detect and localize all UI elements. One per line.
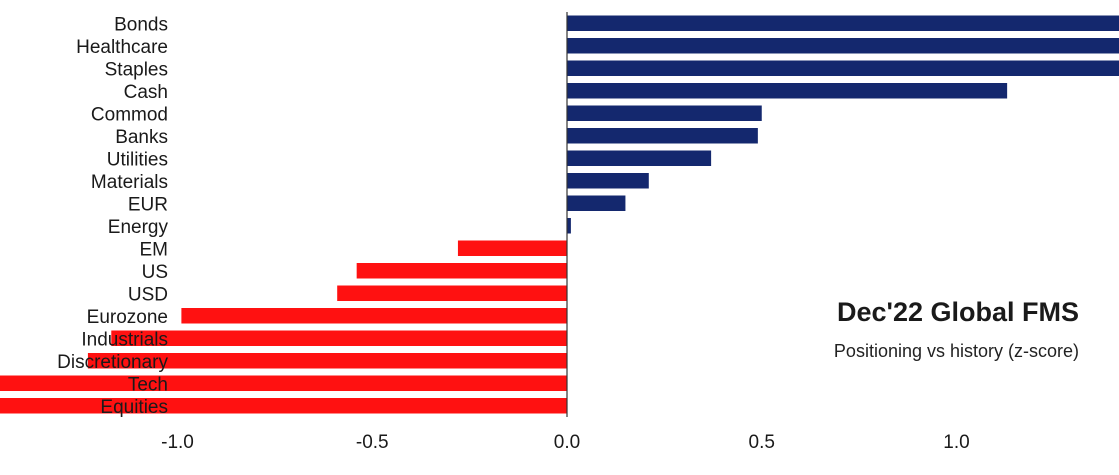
category-label-industrials: Industrials xyxy=(81,329,168,350)
category-label-usd: USD xyxy=(128,284,168,305)
category-label-commod: Commod xyxy=(91,104,168,125)
category-label-healthcare: Healthcare xyxy=(76,37,168,58)
x-tick-label: 0.5 xyxy=(749,432,775,453)
category-label-discretionary: Discretionary xyxy=(57,352,168,373)
category-label-eur: EUR xyxy=(128,194,168,215)
bar-eurozone xyxy=(181,308,567,324)
bar-tech xyxy=(0,375,568,391)
x-tick-label: 1.0 xyxy=(943,432,969,453)
bars-group xyxy=(0,15,1119,414)
category-label-tech: Tech xyxy=(128,374,168,395)
category-label-eurozone: Eurozone xyxy=(87,307,168,328)
bar-usd xyxy=(337,285,567,301)
category-label-bonds: Bonds xyxy=(114,14,168,35)
category-label-us: US xyxy=(142,262,168,283)
category-label-cash: Cash xyxy=(124,82,168,103)
x-tick-label: -0.5 xyxy=(356,432,389,453)
bar-materials xyxy=(567,173,649,189)
bar-staples xyxy=(567,60,1119,76)
bar-discretionary xyxy=(87,353,567,369)
bar-commod xyxy=(567,105,762,121)
bar-bonds xyxy=(567,15,1119,31)
bar-cash xyxy=(567,83,1008,99)
category-label-banks: Banks xyxy=(115,127,168,148)
bar-utilities xyxy=(567,150,712,166)
chart-title: Dec'22 Global FMS xyxy=(837,297,1079,327)
chart-subtitle: Positioning vs history (z-score) xyxy=(833,341,1079,361)
x-tick-label: 0.0 xyxy=(554,432,580,453)
bar-energy xyxy=(567,218,571,234)
bar-industrials xyxy=(111,330,567,346)
bar-banks xyxy=(567,128,758,144)
category-label-staples: Staples xyxy=(105,59,168,80)
bar-equities xyxy=(0,398,568,414)
x-tick-labels: -2.0-1.5-1.0-0.50.00.51.01.52.02.5 xyxy=(161,432,970,453)
category-label-utilities: Utilities xyxy=(107,149,168,170)
bar-us xyxy=(356,263,567,279)
x-tick-label: -1.0 xyxy=(161,432,194,453)
category-labels: BondsHealthcareStaplesCashCommodBanksUti… xyxy=(57,14,168,418)
category-label-em: EM xyxy=(140,239,169,260)
bar-em xyxy=(457,240,567,256)
bar-healthcare xyxy=(567,38,1119,54)
category-label-materials: Materials xyxy=(91,172,168,193)
category-label-energy: Energy xyxy=(108,217,169,238)
category-label-equities: Equities xyxy=(100,397,168,418)
bar-eur xyxy=(567,195,626,211)
